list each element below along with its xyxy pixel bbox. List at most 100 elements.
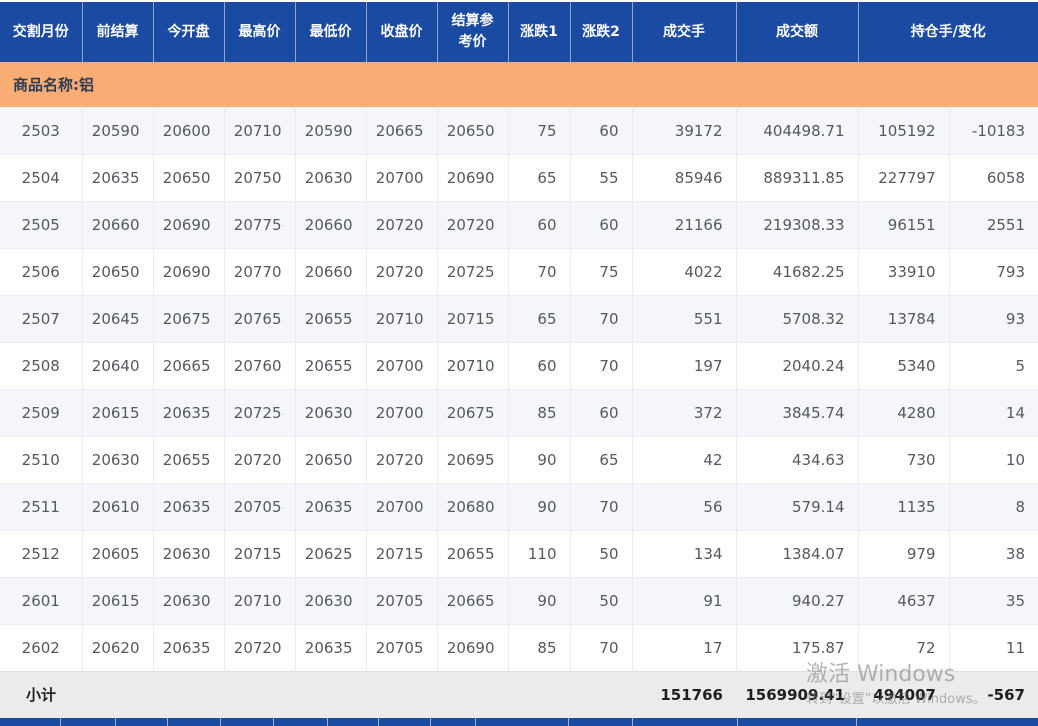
next-table-header-strip bbox=[0, 718, 1038, 726]
cell-turnover: 5708.32 bbox=[735, 294, 858, 342]
cell-prev-settlement: 20645 bbox=[81, 294, 153, 342]
cell-open: 20665 bbox=[152, 341, 224, 389]
cell-high: 20775 bbox=[223, 200, 295, 248]
header-close: 收盘价 bbox=[365, 2, 437, 62]
cell-turnover: 940.27 bbox=[735, 576, 858, 624]
subtotal-volume: 151766 bbox=[632, 670, 736, 718]
cell-low: 20590 bbox=[294, 106, 366, 154]
cell-change1: 65 bbox=[507, 294, 570, 342]
table-row: 2503 20590 20600 20710 20590 20665 20650 75 60 39… bbox=[0, 106, 1038, 154]
strip-divider bbox=[273, 718, 274, 726]
cell-open: 20690 bbox=[152, 200, 224, 248]
cell-open-interest: 730 bbox=[857, 435, 949, 483]
cell-change1: 90 bbox=[507, 435, 570, 483]
cell-change1: 85 bbox=[507, 623, 570, 671]
cell-high: 20770 bbox=[223, 247, 295, 295]
cell-oi-change: 11 bbox=[948, 623, 1038, 671]
commodity-group-band: 商品名称:铝 bbox=[0, 62, 1038, 107]
cell-change2: 65 bbox=[569, 435, 632, 483]
cell-oi-change: -10183 bbox=[948, 106, 1038, 154]
cell-close: 20710 bbox=[365, 294, 437, 342]
cell-delivery-month: 2507 bbox=[0, 294, 82, 342]
cell-change2: 75 bbox=[569, 247, 632, 295]
cell-oi-change: 93 bbox=[948, 294, 1038, 342]
cell-turnover: 1384.07 bbox=[735, 529, 858, 577]
header-delivery-month: 交割月份 bbox=[0, 2, 82, 62]
cell-settlement-ref: 20680 bbox=[436, 482, 508, 530]
cell-low: 20650 bbox=[294, 435, 366, 483]
cell-close: 20715 bbox=[365, 529, 437, 577]
cell-oi-change: 5 bbox=[948, 341, 1038, 389]
header-prev-settlement: 前结算 bbox=[81, 2, 153, 62]
cell-low: 20625 bbox=[294, 529, 366, 577]
table-row: 2601 20615 20630 20710 20630 20705 20665 90 50 91… bbox=[0, 576, 1038, 624]
cell-open-interest: 105192 bbox=[857, 106, 949, 154]
cell-open: 20635 bbox=[152, 388, 224, 436]
cell-open: 20650 bbox=[152, 153, 224, 201]
cell-low: 20660 bbox=[294, 200, 366, 248]
cell-volume: 197 bbox=[631, 341, 736, 389]
cell-close: 20720 bbox=[365, 435, 437, 483]
cell-close: 20700 bbox=[365, 482, 437, 530]
cell-change1: 85 bbox=[507, 388, 570, 436]
cell-volume: 39172 bbox=[631, 106, 736, 154]
cell-open: 20690 bbox=[152, 247, 224, 295]
cell-turnover: 3845.74 bbox=[735, 388, 858, 436]
cell-low: 20630 bbox=[294, 576, 366, 624]
cell-delivery-month: 2601 bbox=[0, 576, 82, 624]
cell-volume: 134 bbox=[631, 529, 736, 577]
cell-low: 20655 bbox=[294, 341, 366, 389]
cell-prev-settlement: 20610 bbox=[81, 482, 153, 530]
cell-prev-settlement: 20660 bbox=[81, 200, 153, 248]
table-row: 2505 20660 20690 20775 20660 20720 20720 60 60 21… bbox=[0, 200, 1038, 248]
cell-high: 20705 bbox=[223, 482, 295, 530]
cell-volume: 42 bbox=[631, 435, 736, 483]
cell-prev-settlement: 20630 bbox=[81, 435, 153, 483]
cell-prev-settlement: 20620 bbox=[81, 623, 153, 671]
cell-close: 20705 bbox=[365, 576, 437, 624]
subtotal-turnover: 1569909.41 bbox=[736, 670, 858, 718]
cell-oi-change: 2551 bbox=[948, 200, 1038, 248]
cell-close: 20700 bbox=[365, 341, 437, 389]
strip-divider bbox=[632, 718, 633, 726]
table-row: 2504 20635 20650 20750 20630 20700 20690 65 55 85… bbox=[0, 153, 1038, 201]
cell-open-interest: 227797 bbox=[857, 153, 949, 201]
cell-low: 20630 bbox=[294, 388, 366, 436]
table-row: 2510 20630 20655 20720 20650 20720 20695 90 65 42… bbox=[0, 435, 1038, 483]
strip-divider bbox=[568, 718, 569, 726]
cell-oi-change: 10 bbox=[948, 435, 1038, 483]
cell-settlement-ref: 20710 bbox=[436, 341, 508, 389]
commodity-name-label: 商品名称:铝 bbox=[0, 62, 1038, 107]
cell-prev-settlement: 20615 bbox=[81, 388, 153, 436]
cell-low: 20635 bbox=[294, 623, 366, 671]
cell-low: 20635 bbox=[294, 482, 366, 530]
header-open: 今开盘 bbox=[152, 2, 224, 62]
cell-turnover: 579.14 bbox=[735, 482, 858, 530]
cell-oi-change: 35 bbox=[948, 576, 1038, 624]
table-footer: 小计 151766 1569909.41 494007 -567 bbox=[0, 670, 1038, 718]
header-volume: 成交手 bbox=[631, 2, 736, 62]
cell-change1: 90 bbox=[507, 576, 570, 624]
commodity-name-row: 商品名称:铝 bbox=[0, 62, 1038, 107]
cell-change2: 55 bbox=[569, 153, 632, 201]
cell-change1: 60 bbox=[507, 341, 570, 389]
cell-open-interest: 1135 bbox=[857, 482, 949, 530]
cell-oi-change: 8 bbox=[948, 482, 1038, 530]
cell-high: 20760 bbox=[223, 341, 295, 389]
cell-high: 20710 bbox=[223, 576, 295, 624]
cell-settlement-ref: 20690 bbox=[436, 153, 508, 201]
cell-volume: 85946 bbox=[631, 153, 736, 201]
cell-change1: 70 bbox=[507, 247, 570, 295]
cell-high: 20720 bbox=[223, 623, 295, 671]
strip-divider bbox=[60, 718, 61, 726]
table-row: 2509 20615 20635 20725 20630 20700 20675 85 60 37… bbox=[0, 388, 1038, 436]
cell-close: 20720 bbox=[365, 200, 437, 248]
cell-low: 20660 bbox=[294, 247, 366, 295]
cell-settlement-ref: 20690 bbox=[436, 623, 508, 671]
header-change2: 涨跌2 bbox=[569, 2, 632, 62]
cell-oi-change: 38 bbox=[948, 529, 1038, 577]
cell-volume: 21166 bbox=[631, 200, 736, 248]
cell-prev-settlement: 20635 bbox=[81, 153, 153, 201]
cell-change2: 60 bbox=[569, 200, 632, 248]
